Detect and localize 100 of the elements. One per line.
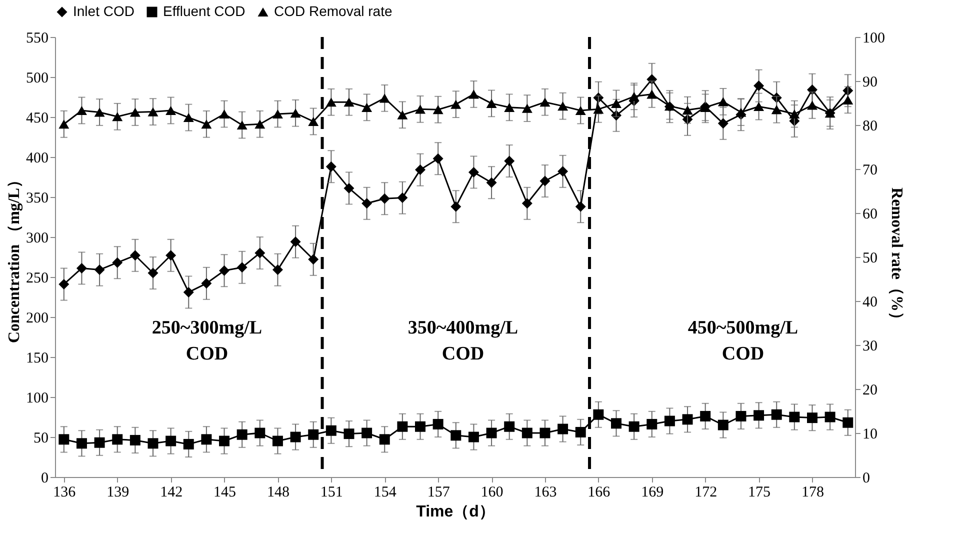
point bbox=[290, 432, 301, 442]
y2-tick-label: 70 bbox=[862, 162, 878, 178]
point bbox=[540, 98, 550, 107]
annotation: 350~400mg/L COD bbox=[408, 317, 518, 364]
point bbox=[183, 112, 194, 122]
y-tick-label: 350 bbox=[26, 190, 48, 206]
point bbox=[593, 104, 604, 114]
point bbox=[468, 90, 479, 99]
point bbox=[397, 421, 408, 432]
point bbox=[558, 424, 568, 434]
point bbox=[611, 418, 622, 429]
y-tick-label: 0 bbox=[41, 470, 48, 486]
point bbox=[415, 164, 426, 176]
y2-tick-label: 60 bbox=[862, 206, 878, 222]
point bbox=[522, 198, 532, 209]
point bbox=[397, 110, 408, 120]
y2-tick-label: 40 bbox=[862, 294, 878, 310]
point bbox=[806, 100, 818, 110]
point bbox=[326, 98, 336, 107]
point bbox=[112, 257, 123, 268]
point bbox=[432, 418, 444, 430]
x-tick-label: 175 bbox=[748, 484, 771, 500]
point bbox=[682, 106, 693, 115]
point bbox=[76, 262, 87, 274]
x-tick-label: 142 bbox=[160, 484, 183, 500]
point bbox=[166, 106, 176, 116]
point bbox=[789, 412, 800, 422]
x-tick-label: 145 bbox=[214, 484, 236, 500]
point bbox=[379, 94, 390, 103]
point bbox=[58, 434, 70, 445]
point bbox=[76, 106, 87, 116]
legend-label: Effluent COD bbox=[163, 3, 246, 19]
point bbox=[432, 105, 444, 114]
point bbox=[326, 161, 336, 172]
y-tick-label: 200 bbox=[26, 310, 48, 326]
point bbox=[700, 410, 711, 422]
point bbox=[789, 109, 800, 119]
point bbox=[522, 428, 532, 438]
point bbox=[344, 98, 354, 107]
point bbox=[504, 421, 515, 432]
point bbox=[628, 92, 640, 101]
point bbox=[486, 98, 497, 108]
point bbox=[362, 102, 372, 112]
point bbox=[806, 412, 818, 424]
x-tick-label: 151 bbox=[320, 484, 343, 500]
point bbox=[432, 153, 444, 164]
y-tick-label: 250 bbox=[26, 270, 48, 286]
point bbox=[201, 434, 212, 445]
y-axis-title: Concentration （mg/L） bbox=[6, 172, 23, 344]
x-tick-label: 172 bbox=[694, 484, 718, 500]
point bbox=[450, 201, 462, 212]
y-tick-label: 550 bbox=[26, 30, 48, 46]
y-tick-label: 150 bbox=[26, 350, 48, 366]
point bbox=[771, 409, 782, 420]
point bbox=[646, 90, 658, 99]
point bbox=[362, 198, 372, 209]
y-tick-label: 500 bbox=[26, 70, 48, 86]
point bbox=[664, 416, 675, 426]
x-tick-label: 148 bbox=[266, 484, 290, 500]
point bbox=[94, 264, 105, 276]
point bbox=[575, 201, 586, 212]
point bbox=[628, 421, 640, 432]
y2-tick-label: 90 bbox=[862, 74, 878, 90]
y2-tick-label: 50 bbox=[862, 250, 878, 266]
y2-tick-label: 10 bbox=[862, 426, 878, 442]
point bbox=[824, 412, 836, 422]
point bbox=[736, 108, 746, 117]
point bbox=[736, 410, 746, 422]
point bbox=[718, 97, 728, 106]
x-tick-label: 169 bbox=[641, 484, 664, 500]
y2-tick-label: 30 bbox=[862, 338, 878, 354]
point bbox=[415, 104, 426, 114]
point bbox=[308, 116, 319, 126]
point bbox=[236, 262, 248, 273]
point bbox=[272, 264, 283, 276]
legend-label: COD Removal rate bbox=[274, 3, 392, 19]
x-tick-label: 139 bbox=[106, 484, 130, 500]
y-tick-label: 50 bbox=[34, 430, 48, 446]
y2-tick-label: 20 bbox=[862, 382, 878, 398]
point bbox=[682, 414, 693, 425]
point bbox=[148, 107, 158, 116]
point bbox=[611, 98, 622, 108]
x-tick-label: 163 bbox=[534, 484, 557, 500]
x-tick-label: 166 bbox=[588, 484, 611, 500]
point bbox=[272, 109, 283, 119]
x-tick-label: 160 bbox=[480, 484, 504, 500]
point bbox=[148, 438, 158, 449]
x-axis-title: Time（d） bbox=[416, 504, 495, 520]
point bbox=[504, 102, 515, 112]
point bbox=[148, 268, 158, 278]
point bbox=[486, 428, 497, 438]
y-tick-label: 300 bbox=[26, 230, 48, 246]
point bbox=[112, 434, 123, 445]
point bbox=[219, 109, 230, 119]
point bbox=[558, 102, 568, 111]
point bbox=[362, 428, 372, 438]
point bbox=[540, 428, 550, 438]
point bbox=[308, 429, 319, 440]
annotation: 250~300mg/L COD bbox=[152, 317, 262, 364]
point bbox=[718, 420, 728, 430]
